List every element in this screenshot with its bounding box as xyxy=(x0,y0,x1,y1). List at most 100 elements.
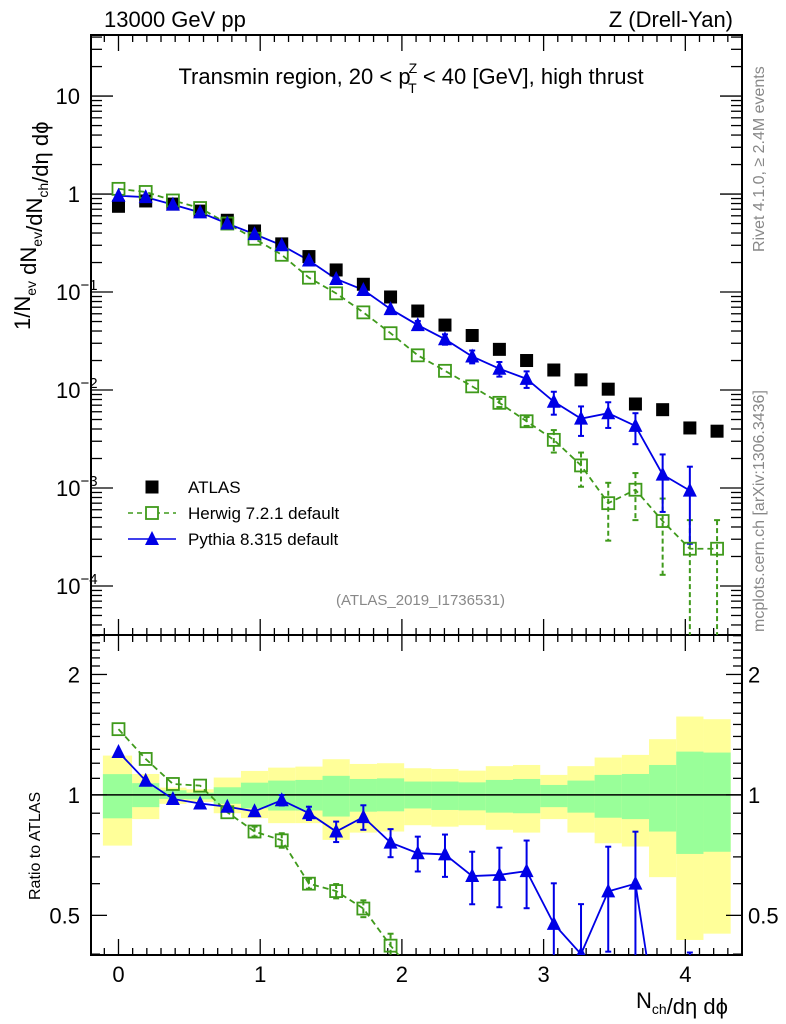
herwig-ratio-point xyxy=(193,778,208,793)
pythia-ratio-point xyxy=(274,792,289,807)
pythia-point xyxy=(220,215,235,230)
legend-herwig-marker xyxy=(145,506,159,520)
pythia-point xyxy=(601,405,616,420)
subscript: ev xyxy=(29,232,45,247)
herwig-ratio-point xyxy=(302,876,316,891)
subscript: ev xyxy=(23,281,39,296)
pythia-point xyxy=(193,204,208,219)
x-tick-label: 2 xyxy=(396,962,408,987)
herwig-ratio-point xyxy=(247,824,262,839)
pythia-point xyxy=(437,331,452,346)
pythia-ratio-point xyxy=(492,866,507,881)
x-tick-label: 0 xyxy=(112,962,124,987)
atlas-data-point xyxy=(438,318,452,332)
title-part: < 40 [GeV], high thrust xyxy=(417,64,644,89)
herwig-point xyxy=(329,286,344,301)
mcplots-label: mcplots.cern.ch [arXiv:1306.3436] xyxy=(751,390,768,632)
herwig-point xyxy=(410,348,425,363)
pythia-ratio-point xyxy=(220,798,235,813)
herwig-point xyxy=(682,541,697,556)
analysis-id-label: (ATLAS_2019_I1736531) xyxy=(336,592,505,609)
stat-uncertainty-band xyxy=(458,782,486,811)
plot-title: Transmin region, 20 < pZ T < 40 [GeV], hi… xyxy=(178,60,643,96)
herwig-point xyxy=(519,414,534,429)
atlas-data-point xyxy=(329,263,343,277)
pythia-ratio-point xyxy=(356,809,371,824)
pythia-ratio-line xyxy=(117,751,648,955)
data-marks xyxy=(111,181,724,988)
atlas-data-point xyxy=(384,290,398,304)
stat-uncertainty-band xyxy=(621,773,650,820)
atlas-data-point xyxy=(547,363,561,377)
stat-uncertainty-band xyxy=(540,784,568,808)
herwig-point xyxy=(492,395,507,410)
ratio-panel xyxy=(91,716,742,940)
y-tick-label: 1 xyxy=(68,182,80,207)
subscript: ch xyxy=(35,183,51,198)
pythia-ratio-point xyxy=(519,863,534,878)
y-tick-exponent: −1 xyxy=(80,277,97,294)
rivet-version-label: Rivet 4.1.0, ≥ 2.4M events xyxy=(751,66,768,252)
pythia-point xyxy=(519,370,534,385)
herwig-line xyxy=(118,187,718,550)
pythia-ratio-point xyxy=(301,805,316,820)
legend-label: ATLAS xyxy=(188,478,241,497)
atlas-data-point xyxy=(411,304,425,318)
ratio-y-tick-label-right: 0.5 xyxy=(748,903,779,928)
x-tick-label: 1 xyxy=(254,962,266,987)
herwig-ratio-point xyxy=(439,976,451,988)
header-right-label: Z (Drell-Yan) xyxy=(609,7,733,32)
herwig-point xyxy=(302,270,316,285)
pythia-ratio-point xyxy=(546,915,561,930)
pythia-ratio-point xyxy=(329,823,344,838)
herwig-ratio-point xyxy=(274,833,289,848)
pythia-point xyxy=(465,348,480,363)
ratio-y-tick-label: 2 xyxy=(68,662,80,687)
pythia-point xyxy=(165,196,180,211)
herwig-point xyxy=(438,363,452,378)
y-axis-label: 1/Nev dNev/dNch/dη dϕ xyxy=(10,122,53,330)
stat-uncertainty-band xyxy=(649,764,677,832)
pythia-ratio-point xyxy=(138,772,153,787)
stat-uncertainty-band xyxy=(322,775,350,817)
pythia-point xyxy=(574,410,589,425)
herwig-ratio-point xyxy=(383,938,398,953)
pythia-point xyxy=(356,281,371,296)
pythia-point xyxy=(383,301,398,316)
atlas-data-point xyxy=(465,329,479,343)
x-tick-label: 3 xyxy=(537,962,549,987)
stat-uncertainty-band xyxy=(513,778,541,814)
pythia-ratio-point xyxy=(111,744,126,759)
pythia-ratio-point xyxy=(628,875,643,890)
subscript: ch xyxy=(652,1001,667,1017)
stat-uncertainty-band xyxy=(594,774,622,818)
y-tick-label: 10 xyxy=(56,84,80,109)
y-tick-label: 10−1 xyxy=(56,277,98,305)
atlas-data-point xyxy=(574,373,588,387)
herwig-point xyxy=(465,379,480,394)
ratio-y-tick-label: 1 xyxy=(68,783,80,808)
pythia-ratio-point xyxy=(601,883,616,898)
pythia-point xyxy=(329,270,344,285)
title-part: Transmin region, 20 < p xyxy=(178,64,410,89)
pythia-point xyxy=(655,466,670,481)
y-tick-label: 10−2 xyxy=(56,375,98,403)
pythia-point xyxy=(546,393,561,408)
ratio-y-tick-label: 0.5 xyxy=(49,903,80,928)
pythia-ratio-point xyxy=(247,803,262,818)
pythia-ratio-point xyxy=(383,834,398,849)
herwig-point xyxy=(628,482,643,497)
ratio-y-tick-label-right: 2 xyxy=(748,662,760,687)
herwig-point xyxy=(710,541,724,556)
herwig-point xyxy=(383,326,398,341)
ratio-ylabel: Ratio to ATLAS xyxy=(27,792,44,900)
stat-uncertainty-band xyxy=(567,780,595,813)
legend: ATLAS Herwig 7.2.1 default Pythia 8.315 de… xyxy=(128,478,339,549)
legend-pythia-marker xyxy=(145,531,159,545)
title-subscript: T xyxy=(408,80,417,96)
herwig-point xyxy=(546,432,561,447)
stat-uncertainty-band xyxy=(485,779,514,813)
y-tick-exponent: −3 xyxy=(80,473,97,490)
ratio-series xyxy=(111,722,693,988)
